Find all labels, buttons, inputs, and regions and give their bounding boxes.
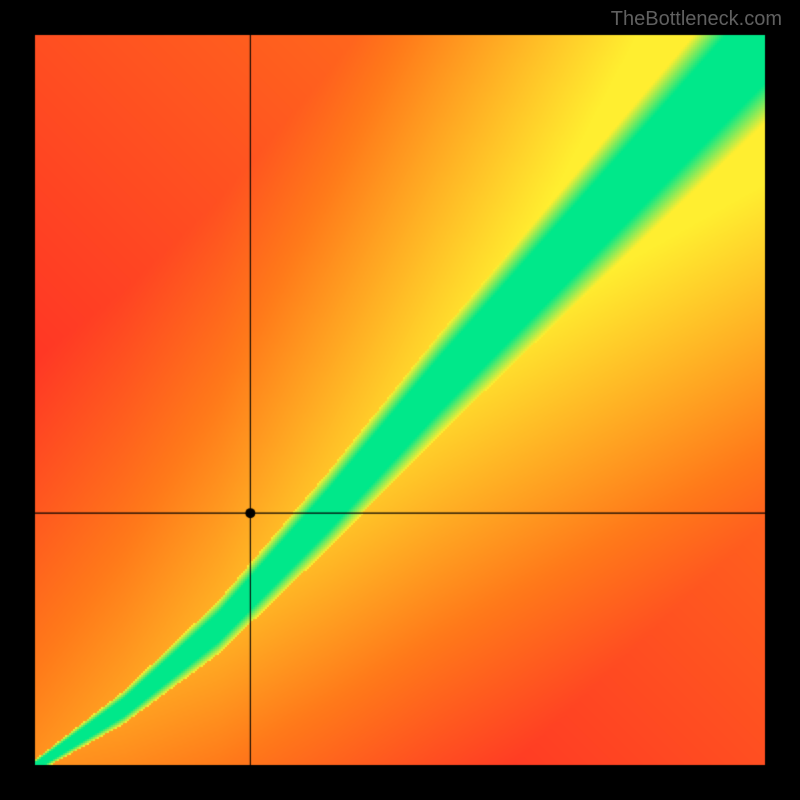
watermark-text: TheBottleneck.com <box>611 8 782 31</box>
chart-container: TheBottleneck.com <box>0 0 800 800</box>
bottleneck-heatmap <box>0 0 800 800</box>
